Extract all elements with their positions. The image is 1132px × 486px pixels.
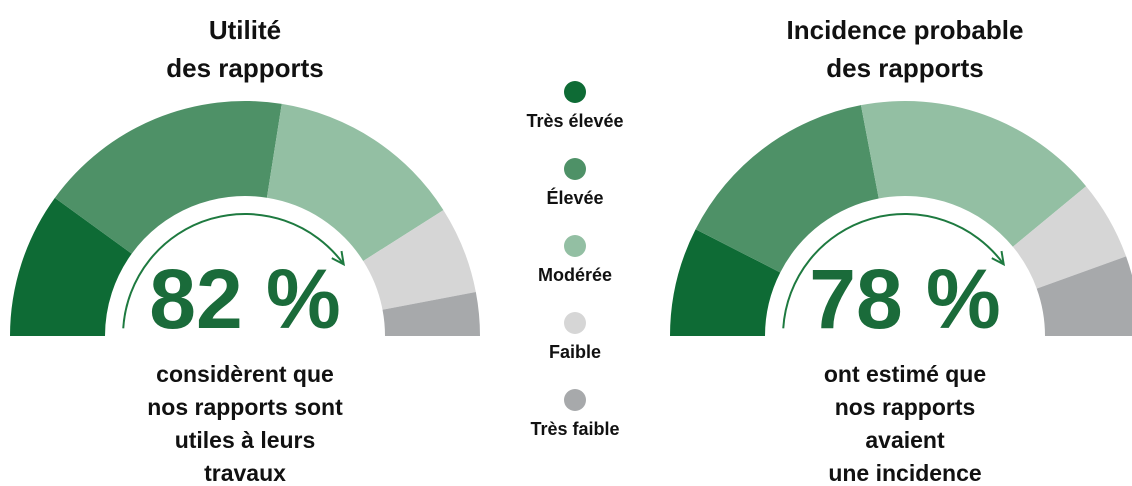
- caption: avaient: [865, 427, 945, 453]
- legend-label: Faible: [549, 342, 601, 362]
- legend-swatch: [564, 158, 586, 180]
- gauge-segment: [54, 101, 282, 254]
- gauge-segment: [382, 291, 480, 336]
- headline: 78 %: [809, 252, 1000, 346]
- legend-label: Élevée: [546, 187, 603, 208]
- legend-label: Modérée: [538, 265, 612, 285]
- legend-label: Très élevée: [526, 111, 623, 131]
- caption: une incidence: [828, 460, 981, 486]
- caption: nos rapports sont: [147, 394, 343, 420]
- legend-swatch: [564, 389, 586, 411]
- arrow-head: [331, 250, 346, 267]
- legend-swatch: [564, 81, 586, 103]
- gauge-segment: [670, 229, 781, 336]
- caption: nos rapports: [835, 394, 976, 420]
- caption: ont estimé que: [824, 361, 986, 387]
- chart-title: Utilité: [209, 15, 281, 45]
- arrow: [782, 213, 1005, 329]
- arrow: [122, 213, 345, 329]
- arrow-head: [991, 250, 1006, 267]
- gauge-segment: [1036, 256, 1132, 336]
- caption: utiles à leurs: [175, 427, 316, 453]
- headline: 82 %: [149, 252, 340, 346]
- chart-title: Incidence probable: [787, 15, 1024, 45]
- gauge-segment: [363, 210, 476, 310]
- gauge-segment: [1012, 186, 1127, 289]
- caption: travaux: [204, 460, 286, 486]
- gauge-segment: [695, 105, 879, 273]
- legend-swatch: [564, 235, 586, 257]
- chart-title: des rapports: [166, 53, 324, 83]
- legend-label: Très faible: [530, 419, 619, 439]
- gauge-segment: [860, 100, 1087, 247]
- gauge-segment: [266, 103, 444, 261]
- legend-swatch: [564, 312, 586, 334]
- gauge-segment: [10, 197, 132, 336]
- caption: considèrent que: [156, 361, 334, 387]
- chart-title: des rapports: [826, 53, 984, 83]
